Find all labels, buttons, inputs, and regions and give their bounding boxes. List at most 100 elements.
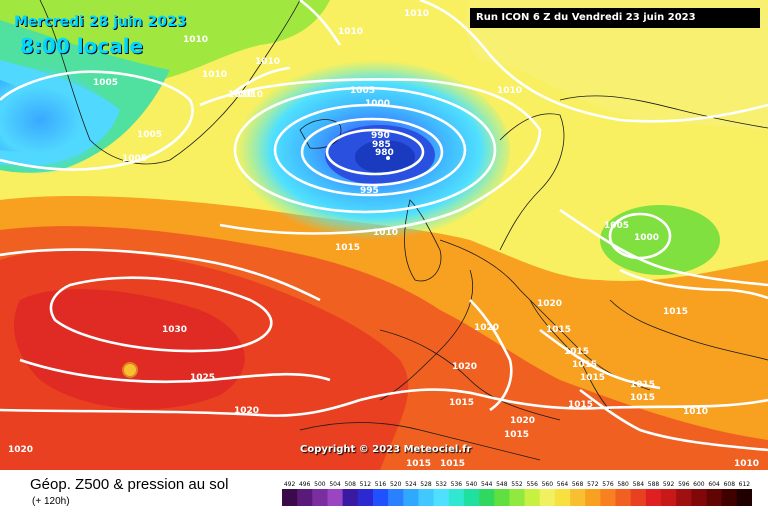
scale-tick-label: 528 — [420, 481, 432, 488]
isobar-label: 1005 — [350, 86, 375, 96]
isobar-label: 1015 — [440, 459, 465, 469]
scale-tick-label: 544 — [481, 481, 493, 488]
scale-swatch — [494, 489, 510, 506]
forecast-time: 8:00 locale — [20, 34, 144, 58]
isobar-label: 1015 — [449, 398, 474, 408]
scale-swatch — [600, 489, 616, 506]
isobar-label: 1005 — [93, 78, 118, 88]
isobar-label: 1015 — [572, 360, 597, 370]
scale-swatch — [524, 489, 541, 506]
scale-swatch — [373, 489, 389, 506]
scale-tick-label: 536 — [451, 481, 463, 488]
scale-tick-label: 596 — [678, 481, 690, 488]
isobar-label: 1005 — [122, 154, 147, 164]
low-marker-icon — [386, 156, 390, 160]
scale-tick-label: 584 — [633, 481, 645, 488]
scale-swatch — [342, 489, 359, 506]
legend-footer: Géop. Z500 & pression au sol (+ 120h) 49… — [0, 470, 768, 512]
copyright-text: Copyright © 2023 Meteociel.fr — [300, 444, 472, 455]
east-low — [600, 205, 720, 275]
isobar-label: 1015 — [564, 347, 589, 357]
isobar-label: 1015 — [546, 325, 571, 335]
scale-tick-label: 556 — [526, 481, 538, 488]
isobar-label: 1020 — [234, 406, 259, 416]
high-marker-icon — [122, 362, 138, 378]
scale-tick-label: 592 — [663, 481, 675, 488]
scale-swatch — [418, 489, 434, 506]
scale-swatch — [539, 489, 556, 506]
isobar-label: 1015 — [580, 373, 605, 383]
isobar-label: 1015 — [568, 400, 593, 410]
isobar-label: 1015 — [630, 380, 655, 390]
scale-swatch — [585, 489, 601, 506]
isobar-label: 1015 — [406, 459, 431, 469]
isobar-label: 985 — [372, 140, 391, 150]
scale-swatch — [630, 489, 647, 506]
forecast-date: Mercredi 28 juin 2023 — [14, 14, 187, 30]
scale-tick-label: 532 — [435, 481, 447, 488]
scale-tick-label: 600 — [693, 481, 705, 488]
scale-tick-label: 520 — [390, 481, 402, 488]
isobar-label: 980 — [375, 148, 394, 158]
scale-swatch — [554, 489, 571, 506]
isobar-label: 1015 — [504, 430, 529, 440]
isobar-label: 995 — [360, 186, 379, 196]
low-core-inner — [355, 140, 415, 174]
isobar-label: 1010 — [734, 459, 759, 469]
scale-tick-label: 524 — [405, 481, 417, 488]
scale-tick-label: 552 — [511, 481, 523, 488]
scale-swatch — [676, 489, 692, 506]
run-info: Run ICON 6 Z du Vendredi 23 juin 2023 — [470, 8, 760, 28]
scale-swatch — [736, 489, 752, 506]
isobars — [0, 0, 768, 452]
scale-tick-label: 580 — [617, 481, 629, 488]
scale-tick-label: 568 — [572, 481, 584, 488]
scale-swatch — [615, 489, 631, 506]
scale-swatch — [312, 489, 328, 506]
isobar-label: 1000 — [634, 233, 659, 243]
scale-swatch — [509, 489, 525, 506]
scale-swatch — [448, 489, 465, 506]
isobar-label: 1010 — [683, 407, 708, 417]
isobar-label: 1010 — [373, 228, 398, 238]
isobar-label: 1015 — [335, 243, 360, 253]
scale-tick-label: 548 — [496, 481, 508, 488]
scale-tick-label: 612 — [739, 481, 751, 488]
yellow-band — [0, 0, 768, 130]
isobar-label: 1010 — [202, 70, 227, 80]
scale-tick-label: 496 — [299, 481, 311, 488]
isobar-label: 1020 — [537, 299, 562, 309]
isobar-label: 1015 — [630, 393, 655, 403]
isobar-label: 1030 — [162, 325, 187, 335]
scale-swatch — [297, 489, 313, 506]
color-scale: 492 496 500 504 508 512 516 520 524 528 532 536 540 5… — [282, 481, 752, 506]
scale-swatch — [388, 489, 404, 506]
scale-swatch — [570, 489, 586, 506]
scale-swatch — [433, 489, 450, 506]
legend-subtitle: (+ 120h) — [32, 496, 70, 507]
scale-swatch — [357, 489, 374, 506]
isobar-labels: 1010 1010 1010 1010 1010 1010 1010 1005 … — [8, 9, 759, 469]
scale-tick-label: 492 — [284, 481, 296, 488]
scale-tick-label: 516 — [375, 481, 387, 488]
scale-tick-label: 500 — [314, 481, 326, 488]
isobar-label: 1020 — [452, 362, 477, 372]
scale-swatch — [463, 489, 480, 506]
isobar-label: 1010 — [338, 27, 363, 37]
scale-tick-label: 508 — [344, 481, 356, 488]
greenland-low — [0, 65, 110, 175]
legend-title: Géop. Z500 & pression au sol — [30, 476, 229, 493]
scale-tick-label: 608 — [724, 481, 736, 488]
scale-tick-label: 564 — [557, 481, 569, 488]
isobar-label: 1010 — [255, 57, 280, 67]
scale-swatch — [327, 489, 343, 506]
scale-swatch — [706, 489, 722, 506]
scale-tick-label: 504 — [329, 481, 341, 488]
isobar-label: 1010 — [238, 90, 263, 100]
high-core — [14, 289, 245, 410]
scale-swatch — [479, 489, 495, 506]
scale-tick-label: 588 — [648, 481, 660, 488]
isobar-label: 1020 — [474, 323, 499, 333]
isobar-label: 1010 — [404, 9, 429, 19]
